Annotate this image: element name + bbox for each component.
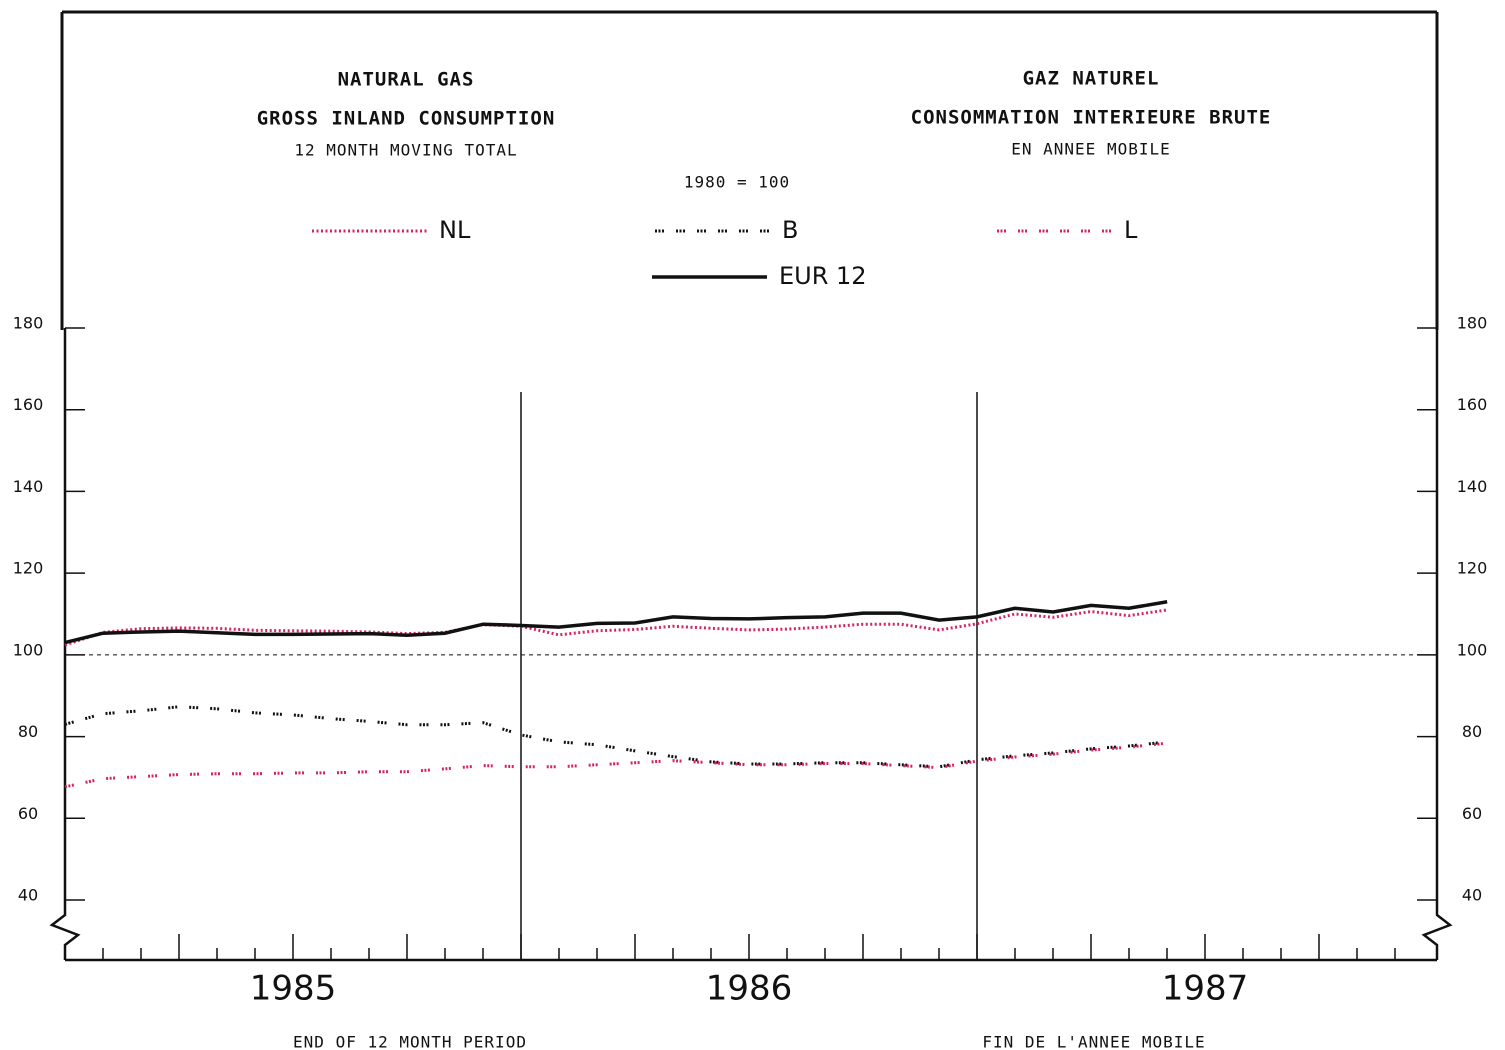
series-line (64, 600, 1168, 645)
y2-tick-label: 80 (1462, 722, 1482, 741)
subtitle-en: GROSS INLAND CONSUMPTION (257, 108, 556, 130)
title-fr: GAZ NATUREL (1023, 68, 1160, 90)
y-tick-label: 160 (13, 395, 44, 414)
series-line (64, 741, 1168, 789)
y-tick-label: 100 (13, 640, 44, 659)
y2-tick-label: 100 (1457, 640, 1488, 659)
series-line (64, 608, 1168, 647)
frame (60, 10, 1439, 330)
legend-label: B (782, 216, 798, 244)
y2-tick-label: 40 (1462, 886, 1482, 905)
x-tick-label: 1986 (706, 969, 793, 1009)
y-tick-label: 60 (18, 804, 38, 823)
y-tick-label: 140 (13, 477, 44, 496)
y2-tick-label: 120 (1457, 559, 1488, 578)
y-tick-label: 40 (18, 886, 38, 905)
legend-label: EUR 12 (779, 262, 867, 290)
y2-tick-label: 140 (1457, 477, 1488, 496)
y2-tick-label: 60 (1462, 804, 1482, 823)
base-note: 1980 = 100 (684, 173, 790, 192)
x-label-en: END OF 12 MONTH PERIOD (293, 1033, 527, 1050)
legend-label: NL (439, 216, 471, 244)
y2-tick-label: 160 (1457, 395, 1488, 414)
x-tick-label: 1987 (1162, 969, 1249, 1009)
note-en: 12 MONTH MOVING TOTAL (294, 141, 517, 160)
title-en: NATURAL GAS (338, 69, 475, 91)
y2-axis (1421, 328, 1453, 960)
y2-tick-label: 180 (1457, 314, 1488, 333)
x-tick-label: 1985 (250, 969, 337, 1009)
subtitle-fr: CONSOMMATION INTERIEURE BRUTE (911, 107, 1272, 129)
legend-label: L (1124, 216, 1138, 244)
series-line (64, 705, 1168, 769)
y-axis (49, 328, 81, 960)
y-tick-label: 180 (13, 314, 44, 333)
y-tick-label: 80 (18, 722, 38, 741)
note-fr: EN ANNEE MOBILE (1011, 140, 1171, 159)
y-tick-label: 120 (13, 559, 44, 578)
x-label-fr: FIN DE L'ANNEE MOBILE (982, 1033, 1205, 1050)
